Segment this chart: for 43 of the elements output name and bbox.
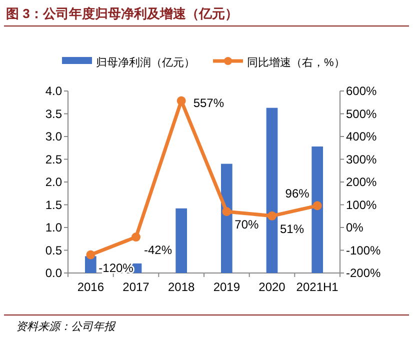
chart-title: 图 3：公司年度归母净利及增速（亿元）	[6, 6, 238, 21]
x-tick-label: 2016	[77, 280, 104, 294]
bar	[266, 108, 278, 273]
y2-tick-label: 600%	[346, 84, 378, 98]
point	[312, 201, 322, 210]
legend-label: 归母净利润（亿元）	[96, 56, 195, 69]
y2-tick-label: -100%	[346, 243, 382, 258]
point	[176, 96, 186, 106]
legend-label: 同比增速（右，%）	[247, 56, 345, 69]
y-tick-label: 3.0	[45, 130, 62, 144]
x-tick-label: 2017	[122, 280, 150, 294]
x-tick-label: 2020	[258, 280, 286, 294]
point	[268, 211, 276, 220]
point	[86, 250, 96, 260]
y2-tick-label: 500%	[346, 106, 378, 121]
data-label: 96%	[285, 186, 310, 201]
y-tick-label: 2.0	[45, 175, 62, 189]
y2-tick-label: 100%	[346, 198, 378, 212]
y-tick-label: 0.5	[45, 243, 62, 258]
x-tick-label: 2021H1	[296, 280, 339, 294]
point	[132, 232, 140, 242]
y-tick-label: 1.0	[45, 220, 62, 234]
y-tick-label: 4.0	[45, 84, 62, 98]
data-label: 51%	[280, 222, 304, 236]
point	[222, 207, 232, 216]
y2-tick-label: 0%	[346, 220, 364, 234]
y-tick-label: 1.5	[45, 198, 62, 212]
y2-tick-label: -200%	[346, 266, 382, 280]
bar	[176, 208, 187, 273]
data-label: -42%	[144, 243, 172, 258]
y2-tick-label: 400%	[346, 130, 378, 144]
y2-tick-label: 300%	[346, 152, 378, 166]
y-tick-label: 2.5	[45, 152, 62, 166]
x-tick-label: 2019	[213, 280, 240, 294]
bar	[312, 146, 323, 273]
y-tick-label: 0.0	[45, 266, 62, 280]
y-tick-label: 3.5	[45, 106, 62, 121]
data-label: 557%	[193, 96, 224, 110]
bar	[221, 164, 232, 273]
x-tick-label: 2018	[168, 280, 196, 294]
text: 资料来源：公司年报	[16, 320, 116, 333]
data-label: 70%	[234, 218, 260, 232]
y2-tick-label: 200%	[346, 175, 378, 189]
